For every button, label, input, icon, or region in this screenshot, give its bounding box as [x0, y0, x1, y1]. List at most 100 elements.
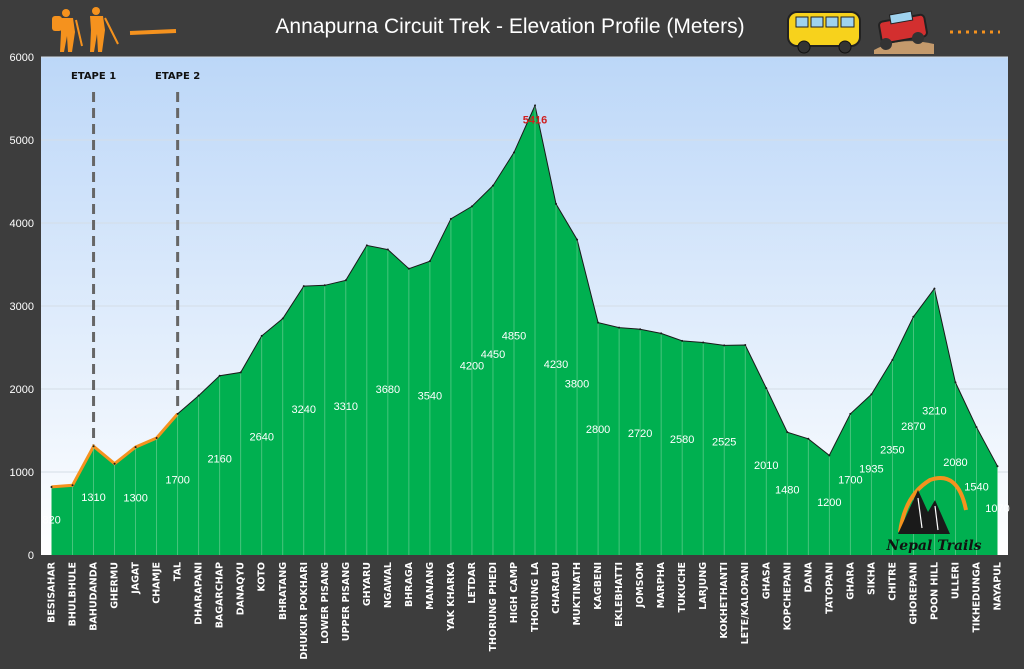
data-point — [744, 344, 747, 347]
data-point — [218, 374, 221, 377]
data-label: 1300 — [123, 493, 147, 505]
x-tick-label: NGAWAL — [383, 562, 394, 608]
jeep-icon — [874, 10, 934, 54]
x-tick-label: LETE/KALOPANI — [740, 562, 751, 644]
x-tick-label: DHUKUR POKHARI — [299, 562, 310, 660]
data-label: 1200 — [817, 497, 841, 509]
x-tick-label: JAGAT — [131, 561, 142, 594]
x-tick-label: UPPER PISANG — [341, 562, 352, 641]
nepal-trails-logo: Nepal Trails — [885, 476, 982, 554]
column-dividers — [50, 104, 999, 555]
data-point — [176, 412, 179, 415]
legend — [52, 7, 1000, 54]
y-tick-label: 1000 — [10, 467, 34, 479]
x-tick-label: GHOREPANI — [908, 562, 919, 625]
legend-solid-line — [129, 29, 177, 35]
data-label: 2720 — [628, 428, 652, 440]
data-labels: 820 1310 1300 1700 2160 2640 3240 3310 3680 3540 4… — [42, 114, 1009, 526]
data-label: 3680 — [376, 384, 400, 396]
data-point — [113, 462, 116, 465]
data-label: 4200 — [460, 360, 484, 372]
x-tick-label: KOKHETHANTI — [719, 562, 730, 639]
x-tick-label: GHERMU — [110, 562, 121, 609]
data-label: 3540 — [418, 390, 442, 402]
data-point — [197, 394, 200, 397]
x-tick-label: GHYARU — [362, 562, 373, 606]
elevation-line — [51, 103, 998, 488]
data-point — [576, 238, 579, 241]
data-label: 820 — [42, 515, 60, 527]
data-point — [954, 381, 957, 384]
y-tick-label: 2000 — [10, 384, 34, 396]
elevation-fill — [51, 105, 998, 555]
data-point — [92, 445, 95, 448]
data-point — [786, 431, 789, 434]
x-tick-label: DHARAPANI — [194, 562, 205, 625]
x-tick-label: BHRAGA — [404, 561, 415, 607]
data-label: 3240 — [292, 404, 316, 416]
x-tick-label: GHARA — [845, 561, 856, 599]
data-point — [618, 326, 621, 329]
data-label: 2580 — [670, 434, 694, 446]
data-point — [512, 151, 515, 154]
data-label: 3210 — [922, 405, 946, 417]
x-tick-label: KOPCHEPANI — [782, 562, 793, 630]
data-point — [71, 484, 74, 487]
x-tick-label: KOTO — [257, 562, 268, 592]
data-label: 1070 — [985, 503, 1009, 515]
data-label: 2640 — [249, 431, 273, 443]
x-axis: BESISAHAR BHULBHULE BAHUDANDA GHERMU JAGAT CH… — [47, 561, 1004, 659]
x-tick-label: BAGARCHAP — [215, 562, 226, 628]
data-point — [534, 104, 537, 107]
data-point — [428, 260, 431, 263]
data-point — [491, 184, 494, 187]
data-point — [639, 328, 642, 331]
x-tick-label: LETDAR — [467, 561, 478, 603]
y-tick-label: 3000 — [10, 301, 34, 313]
data-point — [50, 485, 53, 488]
x-tick-label: BESISAHAR — [47, 561, 58, 623]
data-point — [449, 217, 452, 220]
data-point — [555, 202, 558, 205]
data-point — [828, 454, 831, 457]
data-point — [891, 358, 894, 361]
data-label: 3800 — [565, 379, 589, 391]
x-tick-label: THORUNG PHEDI — [488, 562, 499, 651]
data-point — [239, 371, 242, 374]
data-label: 2870 — [901, 421, 925, 433]
x-tick-label: MUKTINATH — [572, 562, 583, 626]
data-label: 2080 — [943, 457, 967, 469]
y-tick-label: 5000 — [10, 135, 34, 147]
data-label: 4230 — [544, 359, 568, 371]
x-tick-label: JOMSOM — [635, 562, 646, 608]
data-label: 2525 — [712, 437, 736, 449]
data-point — [386, 248, 389, 251]
data-label: 1310 — [81, 492, 105, 504]
hikers-icon — [52, 7, 119, 52]
data-label: 1935 — [859, 464, 883, 476]
data-point — [933, 287, 936, 290]
x-tick-label: CHITRE — [887, 562, 898, 601]
x-tick-label: BHRATANG — [278, 562, 289, 620]
data-point — [723, 344, 726, 347]
data-point — [702, 341, 705, 344]
mountain-logo-icon — [898, 476, 968, 533]
data-label: 2350 — [880, 445, 904, 457]
data-label: 1700 — [838, 474, 862, 486]
x-tick-label: NAYAPUL — [992, 562, 1003, 610]
data-label: 4850 — [502, 331, 526, 343]
data-label: 2160 — [207, 453, 231, 465]
x-tick-label: TATOPANI — [824, 562, 835, 614]
x-tick-label: DANA — [803, 561, 814, 592]
x-tick-label: CHAMJE — [152, 562, 163, 604]
x-tick-label: TUKUCHE — [677, 562, 688, 613]
data-point — [870, 393, 873, 396]
data-point — [681, 339, 684, 342]
y-axis: 0 1000 2000 3000 4000 5000 6000 — [10, 52, 34, 562]
stage-markers: ETAPE 1 ETAPE 2 — [71, 71, 200, 445]
data-point — [365, 244, 368, 247]
data-point — [281, 317, 284, 320]
x-tick-label: TAL — [173, 562, 184, 581]
data-label: 2010 — [754, 460, 778, 472]
